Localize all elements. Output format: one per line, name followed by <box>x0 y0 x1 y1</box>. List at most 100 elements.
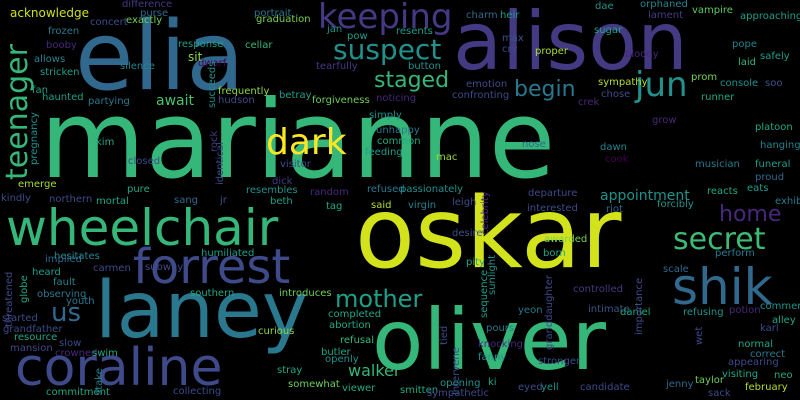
word: safely <box>760 51 790 62</box>
word: noticing <box>376 93 417 104</box>
word: unhappy <box>376 125 420 136</box>
word: shik <box>672 258 773 316</box>
word: yell <box>541 382 559 393</box>
word: emerge <box>18 179 57 190</box>
word: prom <box>691 72 718 83</box>
word: stronger <box>538 356 581 367</box>
word: correct <box>750 349 786 360</box>
word: fan <box>32 85 48 96</box>
word: heir <box>500 10 520 21</box>
word: hanging <box>760 140 800 151</box>
word: riot <box>606 204 623 215</box>
word: ki <box>488 377 497 388</box>
word: closed <box>128 156 161 167</box>
word: implied <box>45 254 82 265</box>
word: hudson <box>218 95 255 106</box>
word: february <box>745 382 788 393</box>
word: tag <box>326 201 343 212</box>
word: sympathetic <box>427 388 489 399</box>
word: neo <box>774 370 793 381</box>
word: potion <box>729 305 761 316</box>
word: allows <box>34 54 66 65</box>
word: mac <box>436 152 458 163</box>
word: musician <box>695 159 740 170</box>
word: coraline <box>15 338 223 398</box>
word: orphaned <box>640 0 688 10</box>
word: jenny <box>666 379 694 390</box>
word: started <box>2 313 38 324</box>
word: reacts <box>707 186 738 197</box>
word: home <box>719 202 782 227</box>
word: crek <box>578 97 600 108</box>
word: tearfully <box>316 61 358 72</box>
word: comment <box>760 301 800 312</box>
word: jan <box>327 24 343 35</box>
word: curious <box>258 326 295 337</box>
word: dawn <box>600 142 627 153</box>
word: scale <box>663 264 689 275</box>
word: approaching <box>740 11 800 22</box>
word: chose <box>601 89 631 100</box>
word: stricken <box>40 67 80 78</box>
word: cellar <box>245 40 273 51</box>
word: born <box>543 248 566 259</box>
word: bloody <box>625 49 659 60</box>
word: controlled <box>573 284 623 295</box>
word: viewer <box>342 383 376 394</box>
word: perform <box>715 248 755 259</box>
word: normal <box>738 339 774 350</box>
word: walker <box>348 361 401 380</box>
word: oliver <box>372 291 606 389</box>
word: mortal <box>96 196 129 207</box>
word: swim <box>92 348 118 359</box>
word: appointment <box>600 188 690 204</box>
word: exhibit <box>775 196 800 207</box>
word: stray <box>277 365 303 376</box>
word: kim <box>96 137 115 148</box>
word: button <box>408 61 441 72</box>
word: completed <box>328 309 382 320</box>
word: feeding <box>365 147 403 158</box>
word: leigh <box>452 197 477 208</box>
word: console <box>720 78 759 89</box>
word: threatened <box>4 271 15 327</box>
word: random <box>310 187 349 198</box>
word: forrest <box>133 239 291 295</box>
word: resource <box>14 332 58 343</box>
word: sunlight <box>487 254 498 295</box>
word: observing <box>37 289 87 300</box>
word: sit <box>188 50 203 64</box>
word: openly <box>325 354 359 365</box>
word: crowned <box>55 348 98 359</box>
word: marianne <box>40 78 556 203</box>
word: sympathy <box>598 77 648 88</box>
word: refusing <box>683 307 724 318</box>
word: pregnancy <box>29 112 40 165</box>
word: kindly <box>1 193 31 204</box>
word: fault <box>53 277 76 288</box>
word: betray <box>279 90 312 101</box>
word: refused <box>367 184 405 195</box>
word: platoon <box>755 122 793 133</box>
word: begin <box>514 77 576 102</box>
word: humiliated <box>201 248 255 259</box>
word: grandfather <box>3 324 63 335</box>
word: candidate <box>580 382 630 393</box>
word: carmen <box>93 263 131 274</box>
word: confronting <box>452 90 510 101</box>
word: slow <box>59 338 82 349</box>
word: sugar <box>594 25 623 36</box>
word: interested <box>527 203 578 214</box>
word: awarded <box>544 234 588 245</box>
word: southern <box>190 288 235 299</box>
word: concert <box>90 17 128 28</box>
word: graduation <box>256 14 311 25</box>
word: dark <box>266 122 347 163</box>
word: opening <box>440 378 481 389</box>
word: eyed <box>518 382 543 393</box>
word: hesitates <box>54 251 100 262</box>
word: resembles <box>246 185 298 196</box>
word: common <box>377 136 421 147</box>
word: acknowledge <box>10 6 89 20</box>
